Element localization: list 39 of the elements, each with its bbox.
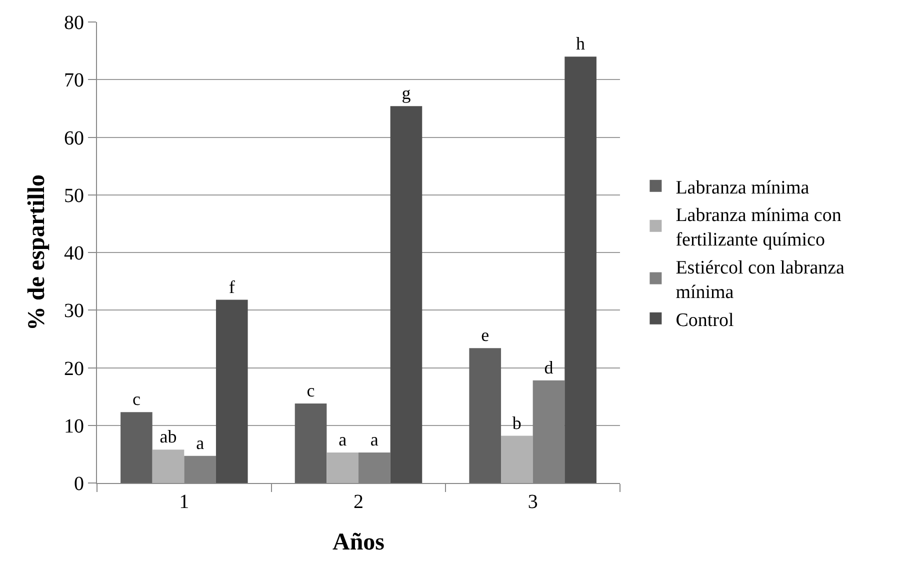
data-label: ab — [160, 426, 177, 447]
y-axis-title: % de espartillo — [24, 174, 50, 330]
bar — [501, 436, 533, 483]
y-tick-label: 70 — [64, 70, 84, 92]
data-label: a — [338, 429, 347, 450]
bar — [120, 412, 152, 483]
x-tick-label: 3 — [528, 491, 538, 513]
bar — [326, 452, 358, 483]
bar — [216, 300, 248, 483]
data-label: e — [481, 325, 490, 346]
y-tick-label: 0 — [74, 473, 84, 495]
y-tick-label: 40 — [64, 242, 84, 264]
data-label: d — [544, 357, 554, 378]
y-tick-label: 60 — [64, 127, 84, 150]
bar — [469, 348, 502, 483]
data-label: f — [228, 276, 235, 297]
legend-label: Estiércol con labranza mínima — [676, 257, 846, 304]
bar — [152, 450, 184, 483]
data-label: c — [306, 380, 315, 400]
y-tick-label: 50 — [64, 184, 84, 207]
legend-label: Control — [676, 310, 734, 331]
data-label: c — [132, 389, 140, 410]
y-tick-label: 80 — [64, 12, 84, 34]
data-label: h — [576, 34, 586, 54]
x-tick-label: 2 — [354, 491, 364, 513]
x-axis-title: Años — [332, 529, 385, 556]
bar — [564, 56, 596, 483]
y-tick-label: 10 — [64, 415, 84, 438]
data-label: b — [512, 412, 522, 433]
legend-label: Labranza mínima — [676, 177, 810, 198]
data-label: a — [370, 429, 378, 450]
y-tick-label: 20 — [64, 358, 84, 380]
legend-label: Labranza mínima con fertilizante químico — [676, 204, 842, 251]
data-label: g — [402, 83, 411, 104]
bar — [294, 403, 327, 483]
data-label: a — [196, 432, 204, 453]
bar — [390, 106, 422, 483]
x-tick-label: 1 — [179, 491, 190, 513]
y-tick-label: 30 — [64, 300, 84, 322]
